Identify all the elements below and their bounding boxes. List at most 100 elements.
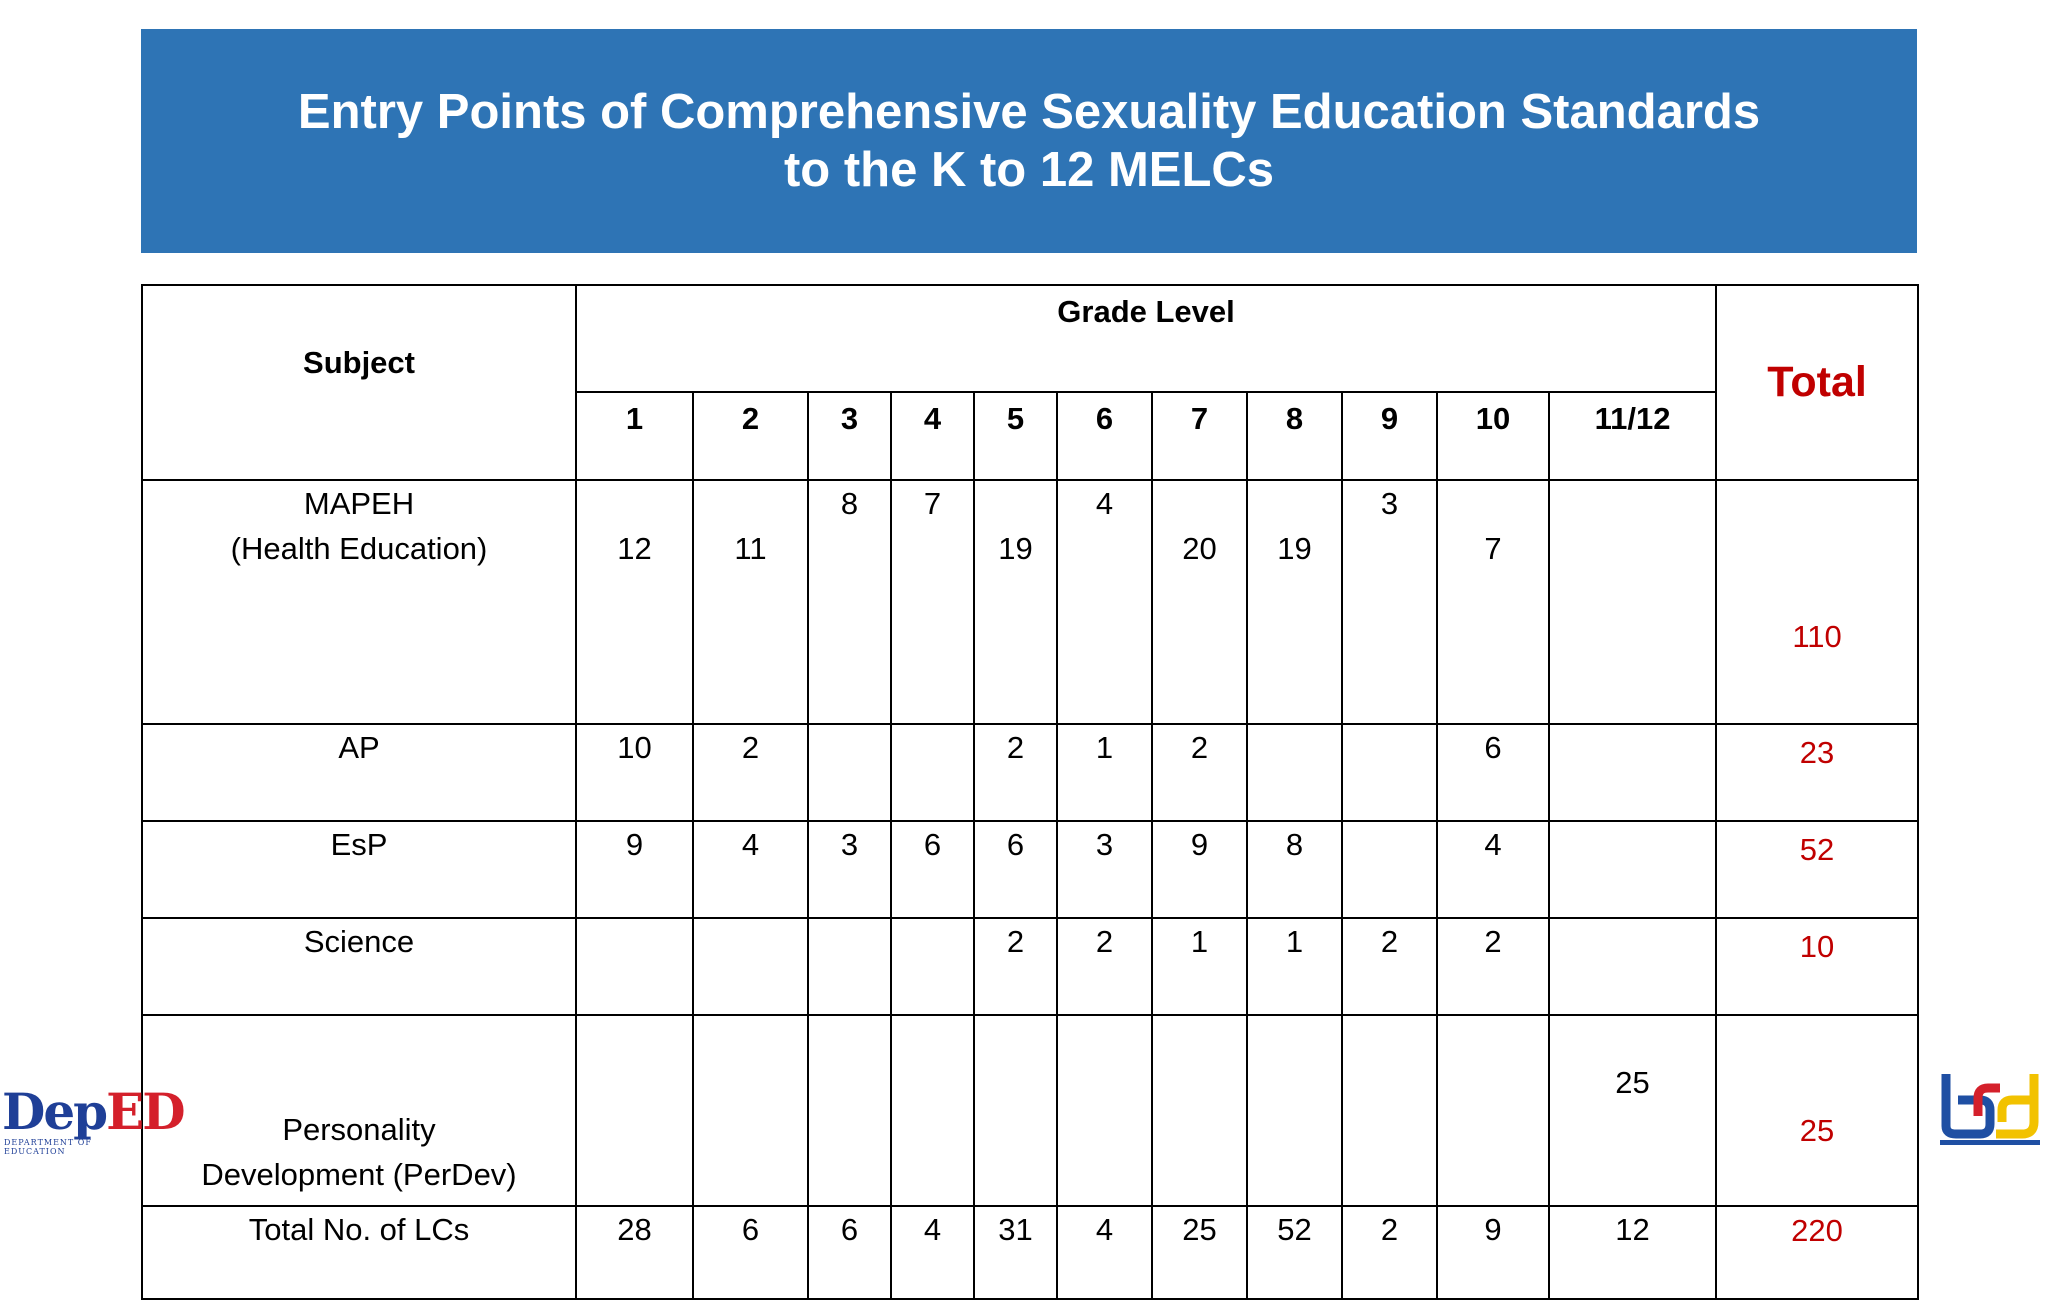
table-cell: 6 — [692, 1205, 809, 1300]
subject-cell: Personality Development (PerDev) — [141, 1014, 577, 1207]
table-row-total: Total No. of LCs 28 6 6 4 31 4 25 52 2 9… — [141, 1205, 1920, 1300]
table-cell: 25 — [1151, 1205, 1248, 1300]
table-cell: 4 — [692, 820, 809, 919]
table-cell — [1547, 820, 1718, 919]
table-cell: 1 — [1246, 917, 1343, 1016]
cell-upper-value — [1438, 481, 1548, 526]
subject-label-line-1: MAPEH — [303, 486, 415, 521]
table-row-mapeh: MAPEH (Health Education) 12 11 8 7 19 4 … — [141, 479, 1920, 725]
table-cell: 4 — [1056, 1205, 1153, 1300]
cell-upper-value — [1248, 481, 1341, 526]
table-cell: 12 — [1547, 1205, 1718, 1300]
table-cell: 2 — [1341, 917, 1438, 1016]
table-cell — [1341, 1014, 1438, 1207]
table-cell: 1 — [1056, 723, 1153, 822]
table-cell — [1341, 723, 1438, 822]
grade-header: 2 — [692, 391, 809, 481]
cell-upper-value — [694, 481, 807, 526]
table-cell: 19 — [973, 479, 1058, 725]
table-cell: 2 — [1151, 723, 1248, 822]
cell-lower-value: 7 — [1484, 531, 1502, 566]
table-cell — [807, 1014, 892, 1207]
table-cell: 9 — [1436, 1205, 1550, 1300]
table-cell: 19 — [1246, 479, 1343, 725]
cell-lower-value: 19 — [998, 531, 1033, 566]
grade-header: 8 — [1246, 391, 1343, 481]
table-cell: 2 — [1341, 1205, 1438, 1300]
table-row-perdev: Personality Development (PerDev) 25 25 — [141, 1014, 1920, 1207]
cell-upper-value: 7 — [923, 486, 942, 521]
grade-header: 10 — [1436, 391, 1550, 481]
table-row-science: Science 2 2 1 1 2 2 10 — [141, 917, 1920, 1016]
table-cell: 2 — [1436, 917, 1550, 1016]
table-cell: 12 — [575, 479, 694, 725]
grand-total: 220 — [1715, 1205, 1920, 1300]
table-cell: 28 — [575, 1205, 694, 1300]
title-line-1: Entry Points of Comprehensive Sexuality … — [297, 85, 1761, 139]
table-cell: 7 — [890, 479, 975, 725]
table-cell: 6 — [807, 1205, 892, 1300]
subject-header: Subject — [141, 284, 577, 481]
table-cell: 6 — [973, 820, 1058, 919]
table-cell — [807, 723, 892, 822]
table-cell — [1547, 479, 1718, 725]
subject-cell: Total No. of LCs — [141, 1205, 577, 1300]
table-cell: 2 — [973, 723, 1058, 822]
grade-header: 3 — [807, 391, 892, 481]
table-cell: 3 — [807, 820, 892, 919]
bcd-logo-icon — [1940, 1074, 2040, 1145]
table-cell — [1341, 820, 1438, 919]
cell-lower-value: 19 — [1277, 531, 1312, 566]
deped-logo-subtext: DEPARTMENT OF EDUCATION — [4, 1138, 92, 1156]
table-cell — [692, 917, 809, 1016]
subject-cell: Science — [141, 917, 577, 1016]
table-cell: 6 — [1436, 723, 1550, 822]
header-row-1: Subject Grade Level Total — [141, 284, 1920, 481]
table-cell: 9 — [1151, 820, 1248, 919]
table-cell — [1246, 723, 1343, 822]
table-cell: 8 — [807, 479, 892, 725]
subject-cell: AP — [141, 723, 577, 822]
table-cell: 7 — [1436, 479, 1550, 725]
table-cell — [890, 723, 975, 822]
cell-lower-value: 11 — [734, 531, 767, 566]
table-cell: 4 — [1056, 479, 1153, 725]
cell-upper-value — [1153, 481, 1246, 526]
table-cell: 1 — [1151, 917, 1248, 1016]
table-cell: 20 — [1151, 479, 1248, 725]
grade-header: 4 — [890, 391, 975, 481]
table-row-ap: AP 10 2 2 1 2 6 23 — [141, 723, 1920, 822]
table-cell — [973, 1014, 1058, 1207]
deped-logo-icon: DepED DEPARTMENT OF EDUCATION — [0, 1058, 186, 1156]
row-total: 52 — [1715, 820, 1920, 919]
grade-header: 9 — [1341, 391, 1438, 481]
total-header: Total — [1715, 284, 1920, 481]
subject-label-line-1: Personality — [282, 1112, 436, 1147]
cell-lower-value: 20 — [1182, 531, 1217, 566]
table-cell — [890, 917, 975, 1016]
row-total: 25 — [1715, 1014, 1920, 1207]
table-cell — [890, 1014, 975, 1207]
table-cell — [807, 917, 892, 1016]
subject-cell: MAPEH (Health Education) — [141, 479, 577, 725]
cell-lower-value: 12 — [617, 531, 652, 566]
table-cell: 4 — [1436, 820, 1550, 919]
table-cell: 2 — [1056, 917, 1153, 1016]
table-cell: 2 — [692, 723, 809, 822]
row-total: 10 — [1715, 917, 1920, 1016]
deped-logo-text: DepED — [2, 1082, 186, 1141]
table-cell: 9 — [575, 820, 694, 919]
table-cell — [1436, 1014, 1550, 1207]
table-cell — [1151, 1014, 1248, 1207]
table-cell: 4 — [890, 1205, 975, 1300]
cell-upper-value: 8 — [840, 486, 859, 521]
table-cell: 10 — [575, 723, 694, 822]
table-cell — [1246, 1014, 1343, 1207]
table-cell: 6 — [890, 820, 975, 919]
table-cell: 31 — [973, 1205, 1058, 1300]
table-row-esp: EsP 9 4 3 6 6 3 9 8 4 52 — [141, 820, 1920, 919]
grade-header: 5 — [973, 391, 1058, 481]
cell-upper-value: 3 — [1380, 486, 1399, 521]
table-cell: 2 — [973, 917, 1058, 1016]
cell-upper-value — [975, 481, 1056, 526]
